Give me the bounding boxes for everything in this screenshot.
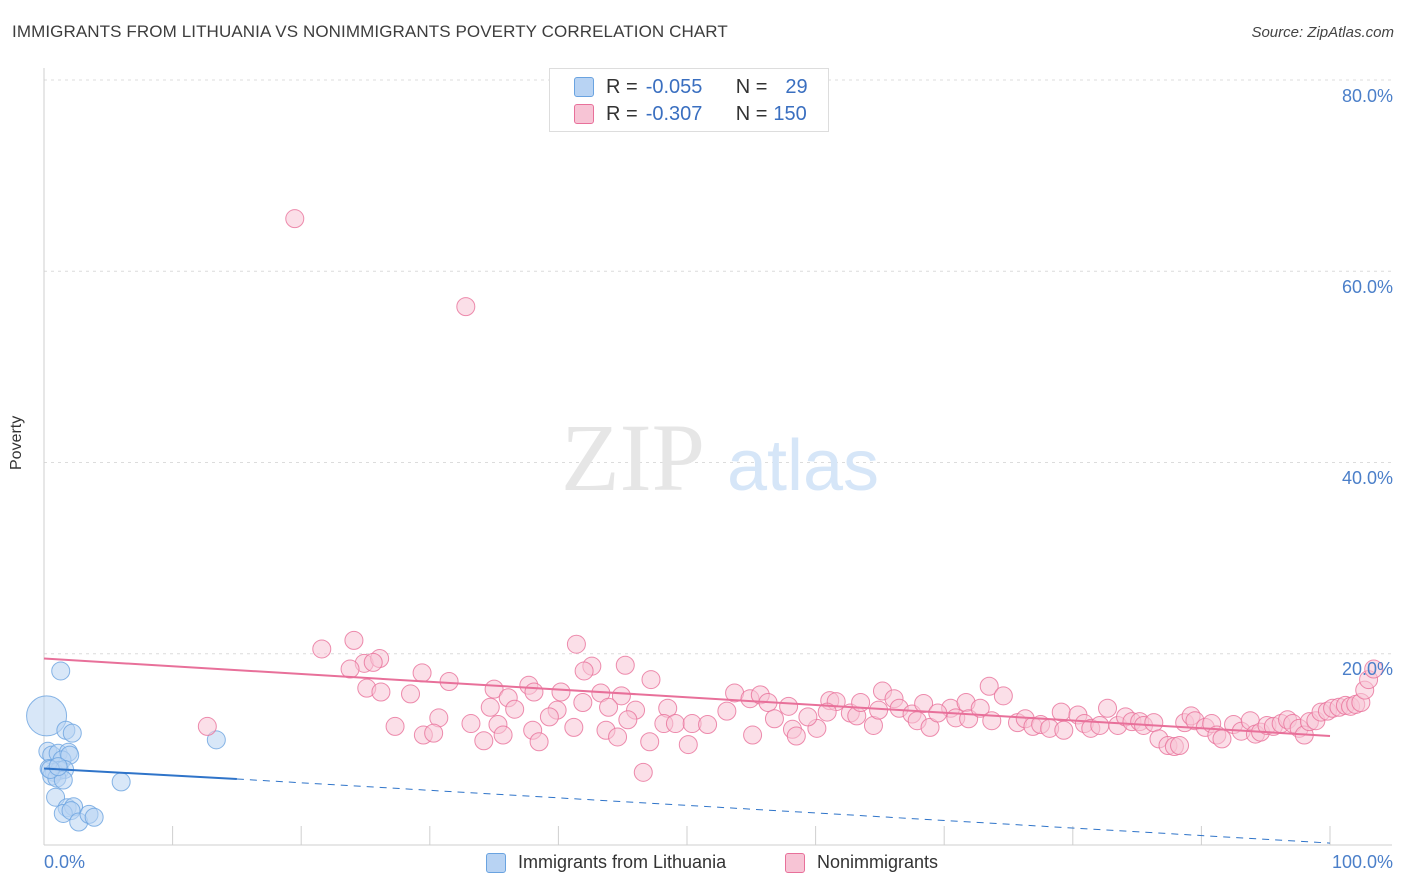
nonimmigrant-point [573, 693, 593, 713]
nonimmigrant-point [524, 682, 544, 702]
nonimmigrant-point [412, 663, 432, 683]
nonimmigrant-point [1051, 702, 1071, 722]
nonimmigrant-point [312, 639, 332, 659]
nonimmigrant-point [197, 716, 217, 736]
grid-lines [44, 79, 1392, 655]
nonimmigrant-point [363, 652, 383, 672]
nonimmigrant-point [1098, 698, 1118, 718]
chart-title: IMMIGRANTS FROM LITHUANIA VS NONIMMIGRAN… [12, 22, 728, 41]
nonimmigrant-point [1364, 659, 1384, 679]
nonimmigrant-trend-line [43, 657, 1331, 737]
nonimmigrant-point [285, 209, 305, 229]
correlation-legend: R = -0.055 N = 29 R = -0.307 N = 150 [549, 68, 829, 132]
nonimmigrant-point [970, 698, 990, 718]
nonimmigrant-point [743, 725, 763, 745]
lithuania-point [62, 723, 82, 743]
nonimmigrant-point [599, 697, 619, 717]
nonimmigrant-point [798, 707, 818, 727]
nonimmigrant-point [551, 682, 571, 702]
nonimmigrant-point [779, 696, 799, 716]
legend-item-lithuania: Immigrants from Lithuania [486, 852, 726, 873]
legend-swatch-blue [486, 852, 506, 873]
nonimmigrant-point [456, 297, 476, 317]
lithuania-trend-extension [236, 778, 1331, 844]
nonimmigrant-point [817, 702, 837, 722]
legend-row-nonimmigrants: R = -0.307 N = 150 [574, 102, 807, 126]
nonimmigrant-point [786, 726, 806, 746]
nonimmigrant-point [505, 699, 525, 719]
nonimmigrant-point [665, 714, 685, 734]
nonimmigrant-point [424, 723, 444, 743]
lithuania-trend-line [43, 767, 237, 781]
data-points [26, 209, 1384, 832]
nonimmigrant-point [1212, 729, 1232, 749]
lithuania-point [26, 695, 68, 737]
nonimmigrant-point [564, 717, 584, 737]
legend-n-value: 29 [785, 75, 808, 98]
source-label: Source: ZipAtlas.com [1251, 24, 1394, 41]
legend-r-value: -0.307 [645, 102, 703, 125]
nonimmigrant-point [611, 686, 631, 706]
lithuania-point [48, 757, 68, 777]
legend-row-lithuania: R = -0.055 N = 29 [574, 75, 808, 99]
nonimmigrant-point [1144, 713, 1164, 733]
nonimmigrant-point [539, 707, 559, 727]
nonimmigrant-point [764, 709, 784, 729]
nonimmigrant-point [979, 676, 999, 696]
nonimmigrant-point [474, 731, 494, 751]
nonimmigrant-point [344, 630, 364, 650]
nonimmigrant-point [608, 727, 628, 747]
y-tick-label: 60.0% [1341, 277, 1393, 297]
watermark-zip: ZIP [561, 404, 705, 511]
legend-label: Nonimmigrants [817, 852, 939, 872]
nonimmigrant-point [698, 715, 718, 735]
nonimmigrant-point [640, 732, 660, 752]
y-tick-label: 20.0% [1341, 659, 1393, 679]
y-tick-label: 40.0% [1341, 468, 1393, 488]
legend-n-value: 150 [773, 102, 807, 125]
nonimmigrant-point [615, 655, 635, 675]
nonimmigrant-point [529, 732, 549, 752]
watermark-atlas: atlas [727, 426, 879, 506]
nonimmigrant-point [439, 671, 459, 691]
nonimmigrant-point [641, 670, 661, 690]
nonimmigrant-point [717, 701, 737, 721]
nonimmigrant-point [566, 634, 586, 654]
trend-lines [43, 657, 1331, 844]
nonimmigrant-point [1090, 715, 1110, 735]
legend-r-label: R = [606, 102, 638, 125]
x-tick-label: 100.0% [1331, 852, 1393, 872]
x-tick-label: 0.0% [44, 852, 86, 872]
watermark: ZIP atlas [561, 404, 879, 511]
lithuania-point [51, 661, 71, 681]
nonimmigrant-point [678, 735, 698, 755]
nonimmigrant-point [385, 716, 405, 736]
legend-r-value: -0.055 [645, 75, 703, 98]
nonimmigrant-point [993, 686, 1013, 706]
legend-swatch-pink [574, 104, 594, 124]
nonimmigrant-point [493, 725, 513, 745]
nonimmigrant-point [574, 661, 594, 681]
nonimmigrant-point [371, 682, 391, 702]
nonimmigrant-point [340, 659, 360, 679]
nonimmigrant-point [480, 697, 500, 717]
legend-n-label: N = [735, 75, 768, 98]
nonimmigrant-point [618, 710, 638, 730]
nonimmigrant-point [1170, 736, 1190, 756]
legend-r-label: R = [606, 75, 638, 98]
legend-item-nonimmigrants: Nonimmigrants [785, 852, 938, 873]
nonimmigrant-point [401, 684, 421, 704]
legend-n-label: N = [735, 102, 768, 125]
lithuania-point [206, 730, 226, 750]
nonimmigrant-point [461, 714, 481, 734]
nonimmigrant-point [1054, 720, 1074, 740]
legend-swatch-pink [785, 852, 805, 873]
y-tick-label: 80.0% [1341, 86, 1393, 106]
lithuania-point [84, 807, 104, 827]
lithuania-point [111, 772, 131, 792]
legend-swatch-blue [574, 77, 594, 97]
legend-label: Immigrants from Lithuania [518, 852, 727, 872]
nonimmigrant-point [633, 762, 653, 782]
